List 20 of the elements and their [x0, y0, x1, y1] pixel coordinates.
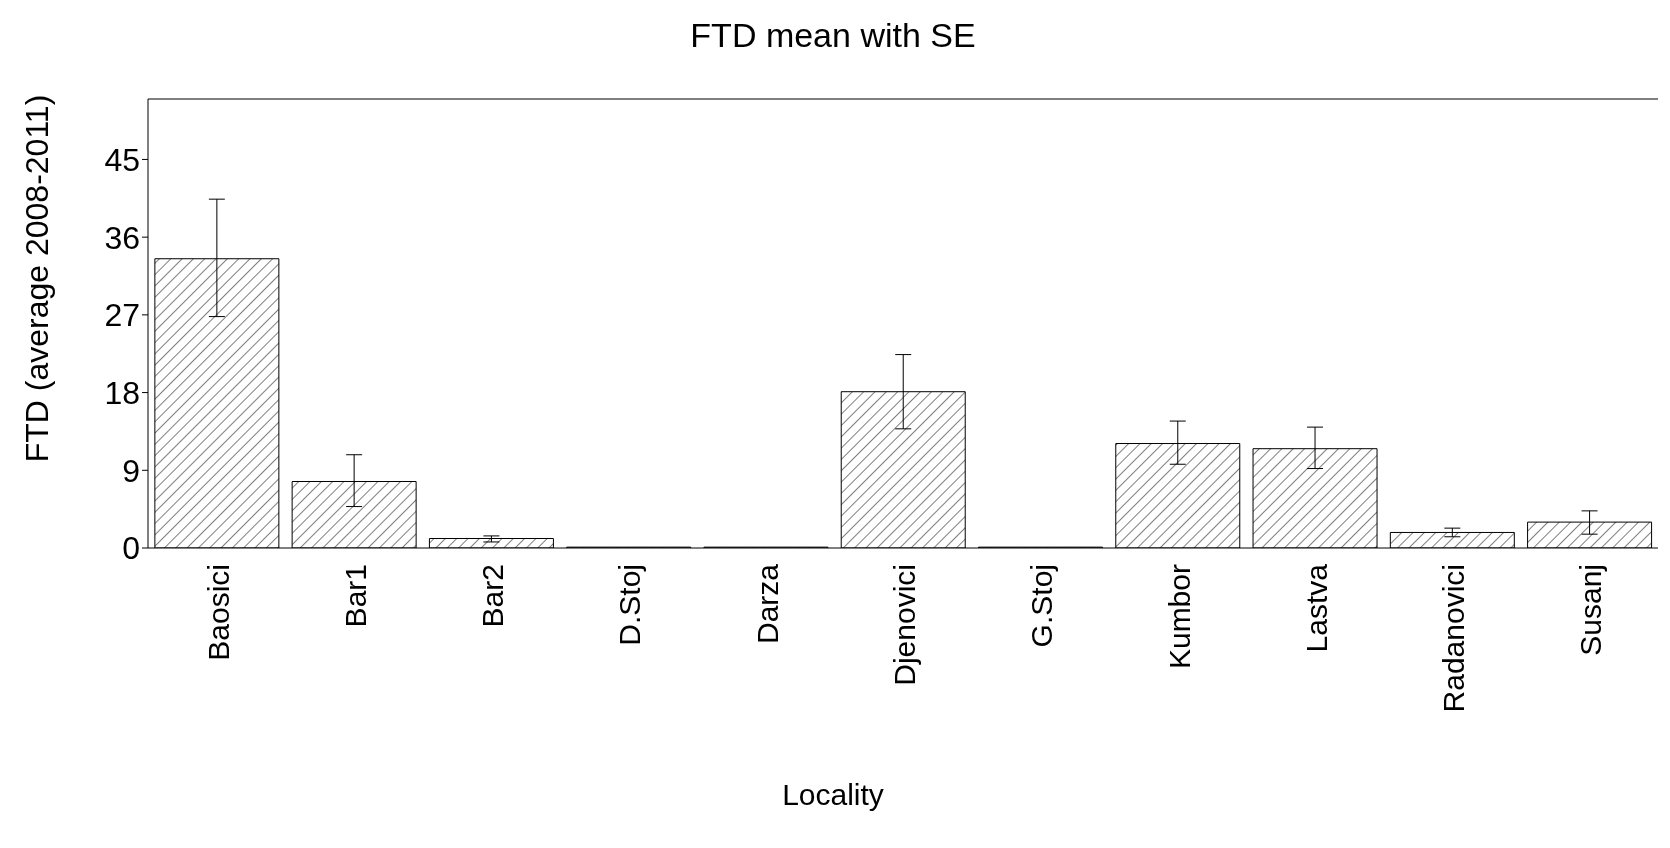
x-tick-label: Djenovici — [888, 564, 921, 686]
y-tick-label: 18 — [104, 374, 140, 411]
y-tick-label: 9 — [122, 452, 140, 489]
x-tick-label: G.Stoj — [1025, 564, 1059, 648]
y-tick-label: 0 — [122, 530, 140, 567]
y-axis-title: FTD (average 2008-2011) — [19, 94, 57, 462]
x-tick-label: Radanovici — [1437, 564, 1471, 713]
x-tick-label: Bar1 — [338, 564, 372, 628]
y-tick-label: 36 — [104, 219, 140, 256]
x-tick-label: D.Stoj — [613, 564, 647, 646]
chart-title: FTD mean with SE — [689, 16, 977, 55]
x-tick-label: Darza — [750, 563, 784, 645]
x-axis-title: Locality — [781, 778, 885, 812]
y-tick-label: 45 — [104, 141, 140, 178]
x-tick-label: Bar2 — [476, 564, 510, 628]
x-tick-label: Susanj — [1574, 564, 1608, 656]
x-tick-label: Kumbor — [1162, 563, 1196, 670]
x-tick-label: Baosici — [201, 564, 235, 661]
y-tick-label: 27 — [104, 297, 140, 334]
x-tick-label: Lastva — [1299, 563, 1333, 653]
